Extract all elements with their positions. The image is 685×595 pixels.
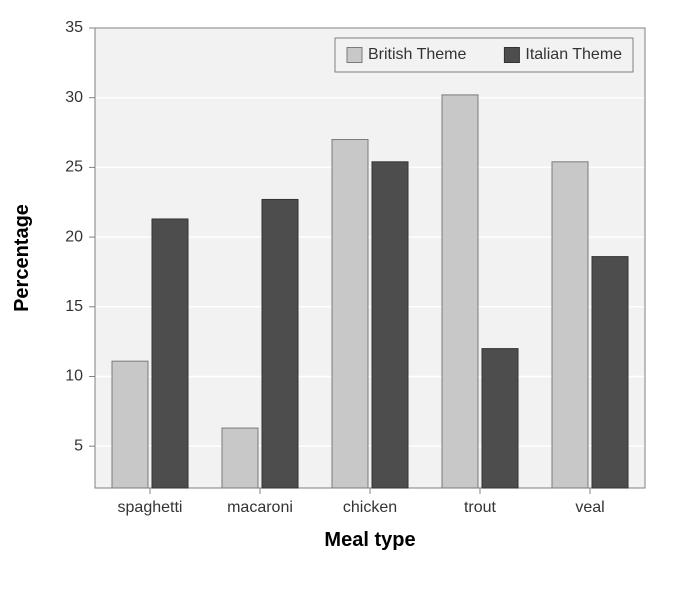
y-tick-label: 30: [65, 89, 83, 106]
x-axis-label: Meal type: [324, 529, 415, 551]
x-tick-label: macaroni: [227, 499, 293, 516]
x-tick-label: trout: [464, 499, 497, 516]
y-tick-label: 20: [65, 228, 83, 245]
legend-swatch: [504, 48, 519, 63]
legend: British Theme Italian Theme: [335, 38, 633, 72]
x-tick-label: chicken: [343, 499, 397, 516]
bar-british-theme: [112, 361, 148, 488]
chart-container: 5 10 15 20 25 30 35 spaghetti macaroni chicken tro…: [0, 0, 685, 595]
bar-british-theme: [332, 140, 368, 488]
y-axis-label: Percentage: [11, 204, 33, 312]
bar-italian-theme: [262, 199, 298, 488]
legend-swatch: [347, 48, 362, 63]
bar-italian-theme: [372, 162, 408, 488]
bar-chart: 5 10 15 20 25 30 35 spaghetti macaroni chicken tro…: [0, 0, 685, 595]
legend-label: British Theme: [368, 46, 467, 63]
y-tick-label: 25: [65, 159, 83, 176]
bar-italian-theme: [482, 349, 518, 488]
bar-italian-theme: [592, 257, 628, 488]
bar-british-theme: [442, 95, 478, 488]
y-tick-label: 5: [74, 437, 83, 454]
legend-label: Italian Theme: [525, 46, 622, 63]
y-tick-label: 10: [65, 368, 83, 385]
bar-british-theme: [222, 428, 258, 488]
bar-italian-theme: [152, 219, 188, 488]
x-tick-label: spaghetti: [118, 499, 183, 516]
x-tick-label: veal: [575, 499, 604, 516]
y-tick-label: 15: [65, 298, 83, 315]
y-tick-label: 35: [65, 19, 83, 36]
bar-british-theme: [552, 162, 588, 488]
